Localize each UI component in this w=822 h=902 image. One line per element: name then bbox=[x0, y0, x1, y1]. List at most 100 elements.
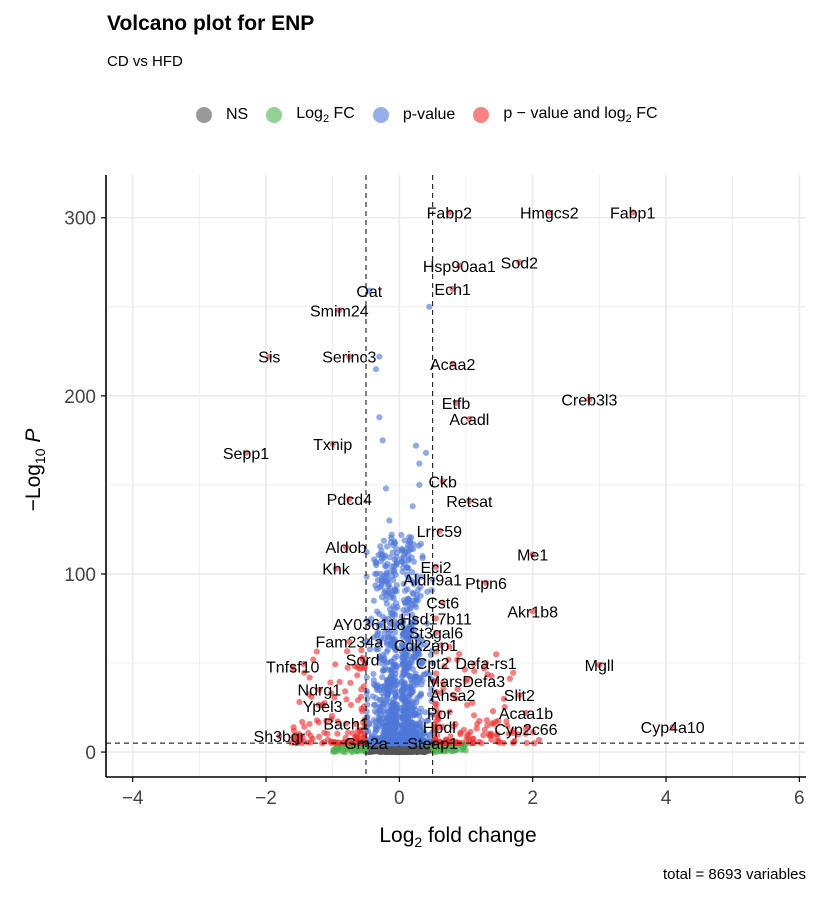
point-fc-p bbox=[301, 723, 308, 730]
point-fc-p bbox=[473, 725, 480, 732]
gene-point bbox=[346, 496, 353, 503]
gene-point bbox=[669, 724, 676, 731]
gene-point bbox=[332, 565, 340, 572]
y-axis-label: −Log10 P bbox=[22, 429, 48, 512]
point-p bbox=[379, 723, 387, 730]
point-p bbox=[402, 630, 409, 637]
gene-label: Ech1 bbox=[434, 282, 471, 299]
point-p bbox=[402, 587, 409, 594]
gene-label: Akr1b8 bbox=[507, 604, 558, 621]
point-fc-p bbox=[522, 730, 529, 737]
legend-item-fc-p: p − value and log2 FC bbox=[473, 105, 658, 125]
gene-point bbox=[336, 307, 343, 314]
point-p bbox=[400, 606, 407, 614]
point-ns bbox=[389, 748, 396, 755]
gene-point bbox=[466, 497, 473, 505]
legend-label-p: p-value bbox=[402, 106, 456, 123]
point-fc-p bbox=[446, 708, 453, 716]
point-p bbox=[414, 586, 422, 594]
point-p bbox=[386, 554, 394, 561]
point-p bbox=[379, 674, 386, 681]
point-p bbox=[392, 667, 399, 674]
gene-point bbox=[439, 478, 446, 485]
point-p bbox=[364, 695, 371, 702]
point-fc-p bbox=[306, 720, 313, 728]
point-fc-p bbox=[503, 718, 510, 725]
point-p bbox=[406, 538, 413, 545]
gene-point bbox=[366, 287, 373, 294]
point-p bbox=[400, 564, 407, 571]
point-fc-p bbox=[523, 739, 530, 747]
point-p bbox=[391, 661, 398, 668]
point-fc-p bbox=[465, 736, 472, 743]
point-p bbox=[391, 618, 399, 625]
point-fc-p bbox=[450, 723, 457, 730]
point-p bbox=[410, 581, 418, 588]
point-p bbox=[417, 540, 425, 548]
point-fc-p bbox=[315, 719, 322, 726]
point-fc-p bbox=[454, 686, 461, 693]
gene-label: MarsDefa3 bbox=[427, 674, 505, 691]
point-fc-p bbox=[510, 730, 517, 737]
point-p bbox=[382, 485, 390, 492]
gene-label: Mgll bbox=[585, 658, 614, 675]
point-p bbox=[412, 442, 420, 449]
point-p bbox=[373, 686, 381, 694]
point-p bbox=[399, 661, 406, 669]
point-p bbox=[389, 635, 396, 643]
gene-label: Ckb bbox=[428, 474, 457, 491]
point-p bbox=[411, 601, 418, 608]
point-fc-p bbox=[445, 656, 452, 663]
point-p bbox=[378, 582, 385, 590]
point-fc-p bbox=[504, 722, 511, 730]
point-fc-p bbox=[489, 708, 497, 715]
point-p bbox=[372, 739, 380, 746]
point-p bbox=[368, 615, 375, 622]
gene-label: Acadl bbox=[449, 412, 489, 429]
point-p bbox=[393, 653, 400, 660]
gene-point bbox=[449, 360, 456, 367]
point-p bbox=[384, 717, 391, 724]
point-p bbox=[423, 717, 431, 724]
point-p bbox=[418, 659, 426, 667]
point-fc-p bbox=[327, 679, 334, 686]
point-p bbox=[391, 587, 398, 594]
point-p bbox=[389, 549, 396, 556]
point-fc-p bbox=[354, 733, 361, 741]
point-fc-p bbox=[470, 660, 477, 668]
gene-point bbox=[482, 579, 490, 586]
gene-point bbox=[446, 209, 453, 216]
point-p bbox=[406, 664, 413, 671]
point-p bbox=[417, 691, 425, 699]
point-p bbox=[409, 611, 416, 618]
point-p bbox=[393, 582, 400, 589]
gene-point bbox=[482, 659, 490, 667]
gene-label: Gm2a bbox=[344, 736, 388, 753]
gene-point bbox=[346, 353, 353, 360]
gene-point bbox=[529, 551, 536, 558]
point-p bbox=[424, 669, 431, 676]
point-fc bbox=[452, 747, 459, 754]
point-fc-p bbox=[328, 690, 335, 697]
point-fc-p bbox=[433, 670, 440, 677]
point-fc-p bbox=[290, 727, 298, 734]
cutoff-lines bbox=[106, 175, 806, 777]
point-fc-p bbox=[347, 679, 354, 686]
point-p bbox=[378, 620, 385, 627]
point-fc-p bbox=[535, 736, 543, 744]
point-p bbox=[363, 638, 370, 645]
point-fc-p bbox=[433, 648, 440, 655]
point-p bbox=[408, 569, 416, 576]
point-fc-p bbox=[505, 730, 513, 737]
gene-label: Etfb bbox=[442, 396, 471, 413]
chart-title: Volcano plot for ENP bbox=[107, 12, 315, 35]
point-fc-p bbox=[309, 735, 316, 742]
gene-label: Me1 bbox=[517, 547, 548, 564]
point-p bbox=[398, 531, 405, 538]
gene-label: Acaa2 bbox=[430, 357, 475, 374]
gene-point bbox=[436, 528, 443, 535]
point-p bbox=[393, 720, 400, 727]
point-p bbox=[400, 691, 407, 698]
point-p bbox=[373, 646, 380, 653]
gene-point bbox=[596, 661, 603, 668]
